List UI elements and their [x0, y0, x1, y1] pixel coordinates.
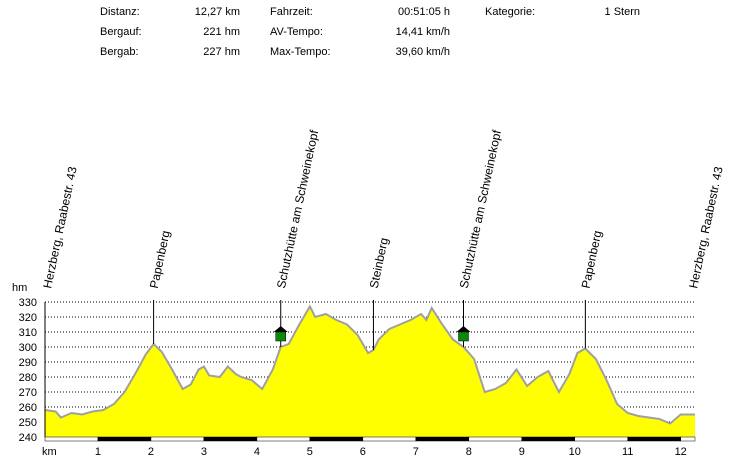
y-tick-label: 300 [19, 342, 37, 354]
x-tick-label: 5 [307, 446, 313, 458]
waypoint-label: Steinberg [367, 236, 391, 289]
km-scale-segment [256, 436, 311, 442]
km-scale-segment [97, 436, 152, 442]
x-axis-label: km [42, 446, 57, 458]
stat-label: Fahrzeit: [270, 6, 313, 18]
x-tick-label: 6 [360, 446, 366, 458]
y-tick-label: 260 [19, 402, 37, 414]
x-tick-label: 4 [254, 446, 260, 458]
hut-icon [456, 326, 471, 342]
x-tick-label: 8 [466, 446, 472, 458]
y-tick-label: 280 [19, 372, 37, 384]
waypoints: Herzberg, Raabestr. 43 Papenberg Schutzhüt… [40, 128, 726, 350]
y-tick-label: 270 [19, 387, 37, 399]
stat-value: 1 Stern [604, 6, 640, 18]
waypoint-label: Schutzhütte am Schweinekopf [274, 128, 321, 289]
x-tick-label: 9 [519, 446, 525, 458]
y-axis-label: hm [12, 282, 27, 294]
waypoint-label: Papenberg [579, 229, 605, 289]
stat-value: 00:51:05 h [398, 6, 450, 18]
stat-label: Bergauf: [100, 26, 142, 38]
elevation-fill [45, 306, 695, 437]
waypoint-label: Herzberg, Raabestr. 43 [40, 165, 80, 290]
km-scale-segment [468, 436, 523, 442]
stat-value: 221 hm [203, 26, 240, 38]
stat-label: AV-Tempo: [270, 26, 323, 38]
stat-value: 39,60 km/h [395, 46, 450, 58]
x-tick-label: 3 [201, 446, 207, 458]
stat-value: 227 hm [203, 46, 240, 58]
y-tick-label: 310 [19, 327, 37, 339]
elevation-line [44, 304, 695, 425]
km-scale-segment [309, 436, 364, 442]
km-scale-segment [574, 436, 628, 442]
stat-label: Max-Tempo: [270, 46, 331, 58]
y-tick-label: 330 [19, 297, 37, 309]
elevation-area [44, 304, 695, 437]
x-tick-label: 12 [675, 446, 687, 458]
x-tick-label: 1 [95, 446, 101, 458]
km-scale-segment [150, 436, 205, 442]
km-scale-segment [415, 436, 470, 442]
waypoint-label: Schutzhütte am Schweinekopf [457, 128, 504, 289]
x-tick-label: 2 [148, 446, 154, 458]
waypoint-label: Herzberg, Raabestr. 43 [686, 165, 726, 290]
x-tick-label: 7 [413, 446, 419, 458]
y-tick-label: 290 [19, 357, 37, 369]
x-tick-label: 11 [622, 446, 633, 458]
stat-label: Distanz: [100, 6, 140, 18]
hut-icon [273, 326, 288, 342]
stat-label: Kategorie: [485, 6, 536, 18]
km-scale-segment [362, 436, 417, 442]
x-tick-label: 10 [569, 446, 581, 458]
km-scale-segment [521, 436, 575, 442]
stat-label: Bergab: [100, 46, 139, 58]
stat-value: 12,27 km [194, 6, 240, 18]
km-scale-segment [203, 436, 258, 442]
waypoint-label: Papenberg [147, 229, 173, 289]
y-tick-label: 320 [19, 312, 37, 324]
km-scale-segment [627, 436, 681, 442]
stat-value: 14,41 km/h [395, 26, 450, 38]
y-tick-label: 250 [19, 417, 37, 429]
km-scale-segment [680, 436, 696, 442]
km-scale-segment [44, 436, 99, 442]
y-tick-label: 240 [19, 432, 37, 444]
